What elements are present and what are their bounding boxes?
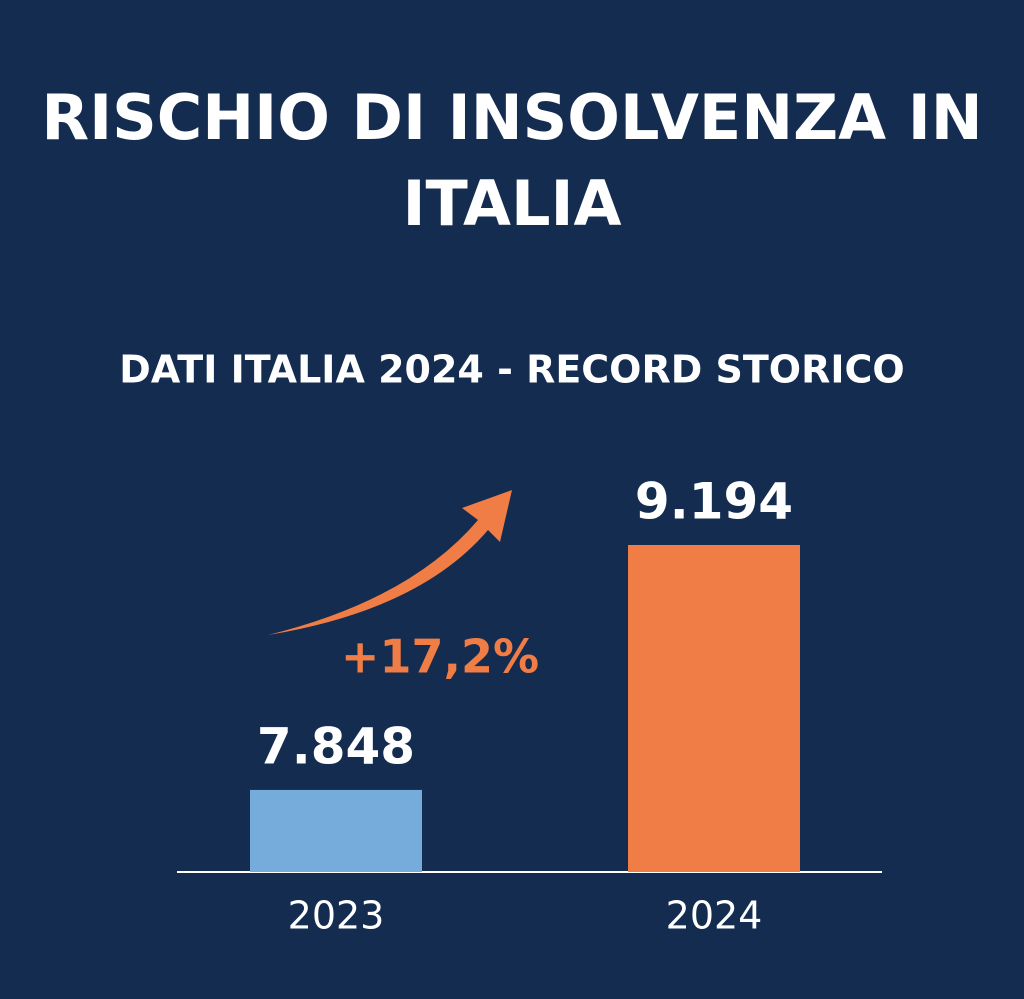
x-tick-label: 2023 [288, 894, 385, 938]
x-tick-label: 2024 [666, 894, 763, 938]
trend-arrow [268, 490, 512, 635]
value-label: 9.194 [635, 473, 793, 531]
bar [628, 545, 800, 872]
annotation: +17,2% [341, 630, 539, 684]
chart-title: RISCHIO DI INSOLVENZA IN ITALIA [41, 81, 983, 240]
title-box: RISCHIO DI INSOLVENZA IN ITALIA [41, 81, 983, 240]
bar [250, 789, 422, 872]
chart-subtitle: DATI ITALIA 2024 - RECORD STORICO [119, 348, 904, 392]
value-label: 7.848 [257, 717, 415, 775]
